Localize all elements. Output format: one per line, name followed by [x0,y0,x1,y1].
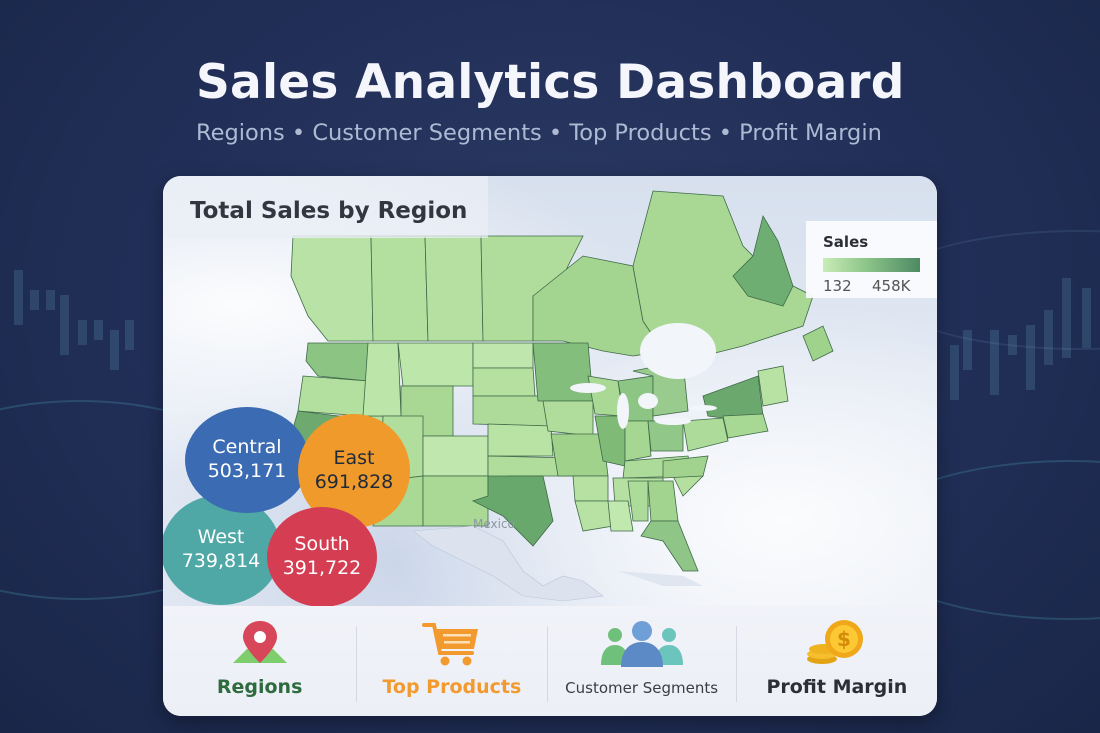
panel-title-bar [163,176,488,238]
region-value: 503,171 [207,460,287,482]
region-map[interactable]: Mexico [163,176,937,606]
legend-title: Sales [823,233,869,251]
map-label-mexico: Mexico [473,517,515,531]
nav-divider [546,626,548,702]
nav-label: Profit Margin [766,676,908,698]
sales-map-card: Mexico Total Sales by Region Sales 132 4… [163,176,937,716]
nav-item-top-products[interactable]: Top Products [357,606,546,716]
region-name: East [333,447,375,470]
page-title: Sales Analytics Dashboard [196,55,905,110]
region-bubble-south[interactable]: South 391,722 [267,507,377,607]
nav-item-regions[interactable]: Regions [163,606,356,716]
sales-legend: Sales 132 458K [806,221,937,298]
nav-item-customer-segments[interactable]: Customer Segments [548,606,736,716]
region-value: 691,828 [314,471,394,493]
coins-icon: $ [802,619,872,673]
region-name: Central [212,436,282,459]
svg-text:$: $ [837,627,851,651]
page-subtitle: Regions • Customer Segments • Top Produc… [196,120,882,146]
legend-min: 132 [823,277,852,295]
nav-label: Top Products [382,676,522,698]
shopping-cart-icon [420,619,484,673]
region-value: 739,814 [181,550,261,572]
panel-title: Total Sales by Region [190,198,468,224]
users-icon [597,619,687,673]
region-bubble-central[interactable]: Central 503,171 [185,407,309,513]
region-bubble-west[interactable]: West 739,814 [163,495,281,605]
legend-max: 458K [872,277,911,295]
map-pin-icon [230,619,290,673]
region-name: West [197,526,245,549]
nav-label: Customer Segments [565,679,719,697]
nav-label: Regions [216,676,303,698]
region-value: 391,722 [282,557,362,579]
bottom-nav: Regions Top Products [163,606,937,716]
nav-divider [735,626,737,702]
region-name: South [294,533,350,556]
nav-item-profit-margin[interactable]: $ Profit Margin [737,606,937,716]
nav-divider [356,626,358,702]
legend-color-scale [823,258,920,272]
